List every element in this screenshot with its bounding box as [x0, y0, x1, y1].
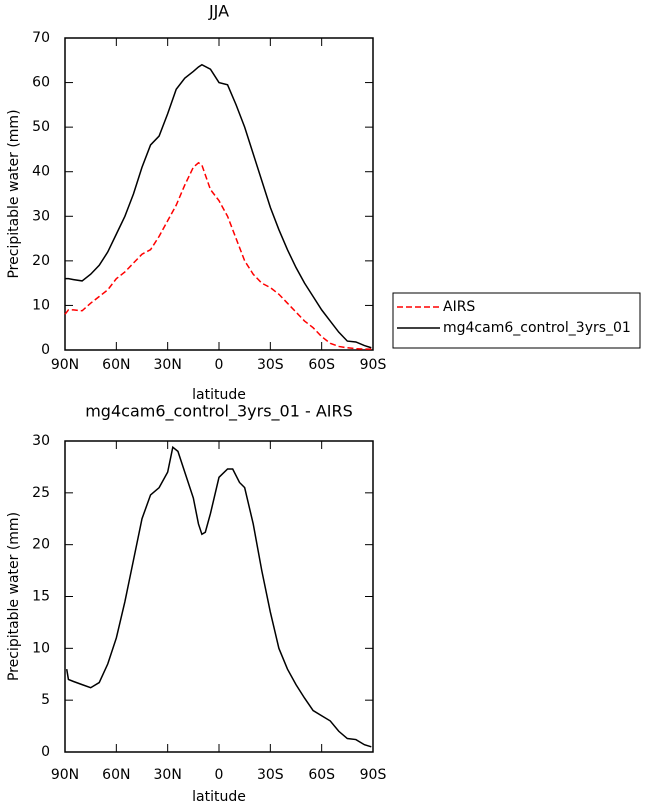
chart-title: JJA [208, 2, 229, 21]
y-tick-label: 60 [32, 75, 50, 91]
x-tick-label: 60N [102, 767, 130, 783]
x-tick-label: 90S [360, 767, 387, 783]
y-tick-label: 15 [32, 589, 50, 605]
y-tick-label: 40 [32, 164, 50, 180]
x-tick-label: 0 [215, 357, 224, 373]
y-tick-label: 20 [32, 537, 50, 553]
data-line [64, 161, 372, 350]
y-tick-label: 30 [32, 433, 50, 449]
x-tick-label: 30S [257, 357, 284, 373]
chart-title: mg4cam6_control_3yrs_01 - AIRS [85, 402, 353, 422]
plot-frame [64, 440, 374, 753]
data-line [65, 63, 372, 349]
y-tick-label: 5 [41, 692, 50, 708]
legend-label: mg4cam6_control_3yrs_01 [443, 320, 631, 336]
x-tick-label: 90S [360, 357, 387, 373]
legend-box [392, 292, 641, 349]
y-axis-label: Precipitable water (mm) [6, 512, 22, 681]
y-tick-label: 0 [41, 744, 50, 760]
y-tick-label: 10 [32, 640, 50, 656]
y-axis-label: Precipitable water (mm) [6, 109, 22, 278]
x-tick-label: 60S [308, 767, 335, 783]
legend-label: AIRS [443, 299, 475, 315]
y-tick-label: 20 [32, 253, 50, 269]
y-tick-label: 30 [32, 208, 50, 224]
x-tick-label: 90N [51, 767, 79, 783]
x-tick-label: 0 [215, 767, 224, 783]
data-line [65, 445, 372, 748]
x-tick-label: 60S [308, 357, 335, 373]
y-tick-label: 0 [41, 342, 50, 358]
y-tick-label: 10 [32, 297, 50, 313]
y-tick-label: 70 [32, 30, 50, 46]
plot-frame [64, 37, 374, 351]
y-tick-label: 50 [32, 119, 50, 135]
x-tick-label: 30S [257, 767, 284, 783]
x-tick-label: 30N [154, 357, 182, 373]
x-axis-label: latitude [192, 387, 246, 403]
x-axis-label: latitude [192, 789, 246, 805]
x-tick-label: 60N [102, 357, 130, 373]
x-tick-label: 90N [51, 357, 79, 373]
y-tick-label: 25 [32, 485, 50, 501]
x-tick-label: 30N [154, 767, 182, 783]
